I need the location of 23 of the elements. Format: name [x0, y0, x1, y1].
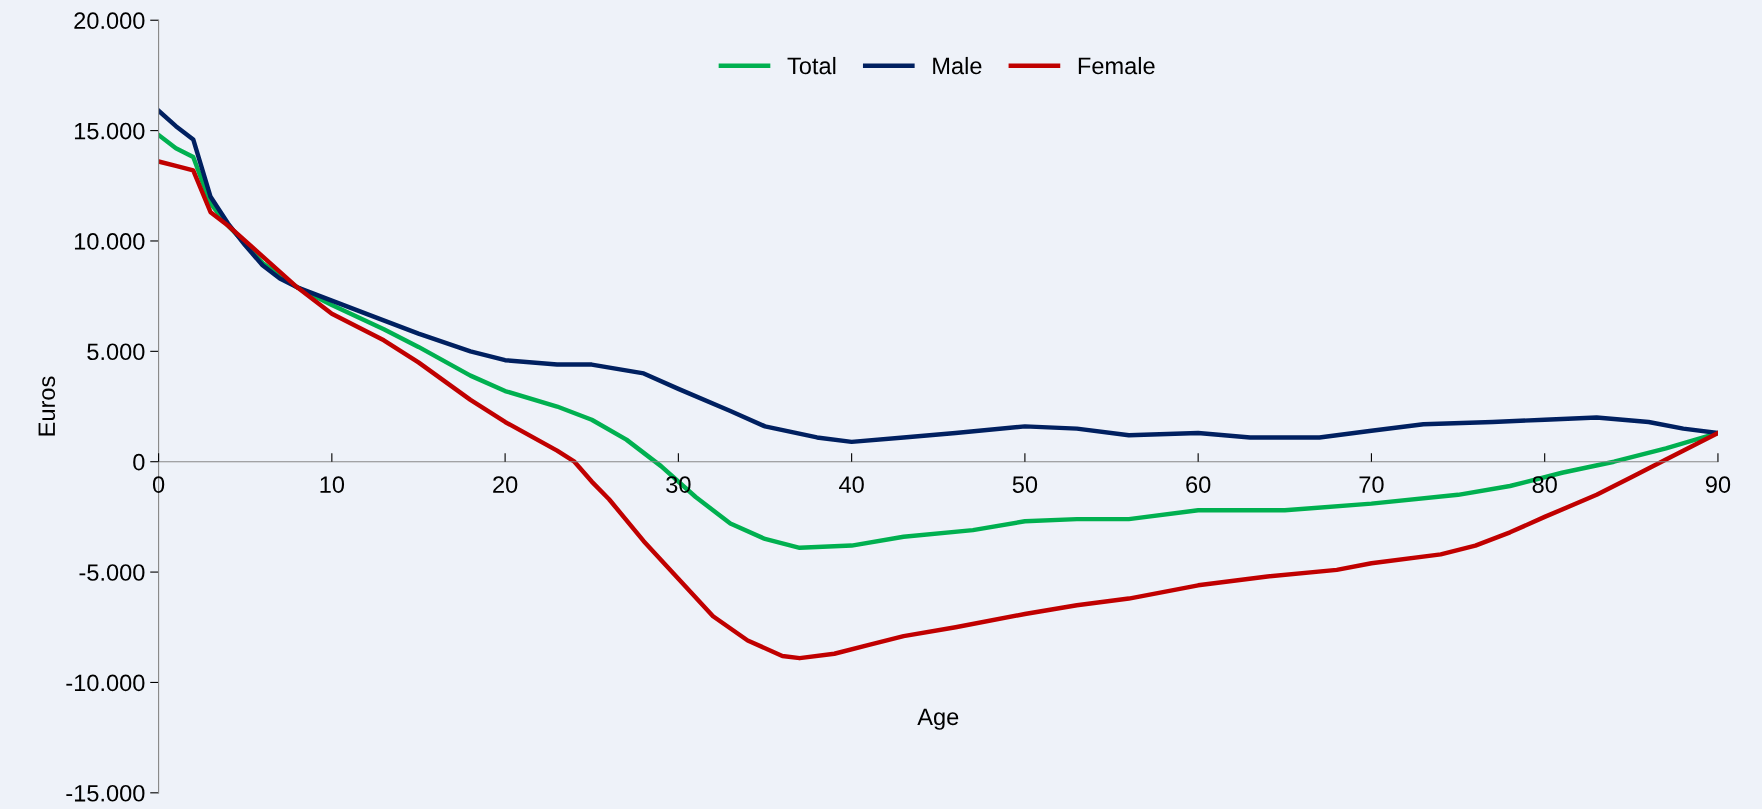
x-tick-label: 70	[1359, 476, 1384, 493]
y-tick-label: -5.000	[79, 564, 145, 581]
legend-label: Total	[787, 56, 836, 75]
x-tick-label: 10	[320, 476, 345, 493]
x-tick-label: 20	[493, 476, 518, 493]
y-tick-label: 0	[133, 453, 145, 471]
y-tick-label: 10.000	[74, 233, 145, 250]
line-series	[158, 108, 1718, 445]
x-tick-label: 60	[1186, 476, 1211, 493]
x-tick-label: 90	[1705, 476, 1731, 493]
y-tick-label: 20.000	[74, 12, 145, 30]
y-tick-label: 15.000	[74, 122, 145, 140]
x-tick-label: 40	[839, 476, 864, 493]
y-tick-label: -15.000	[66, 784, 145, 802]
y-axis-title: Euros	[38, 376, 56, 436]
y-tick-label: 5.000	[87, 343, 145, 361]
legend-label: Female	[1078, 56, 1155, 75]
y-tick-label: -10.000	[66, 674, 145, 692]
x-tick-label: 50	[1012, 476, 1038, 493]
x-tick-label: 0	[152, 476, 165, 493]
x-axis-title: Age	[917, 708, 959, 730]
legend-label: Male	[933, 56, 982, 75]
x-tick-label: 80	[1532, 476, 1557, 493]
